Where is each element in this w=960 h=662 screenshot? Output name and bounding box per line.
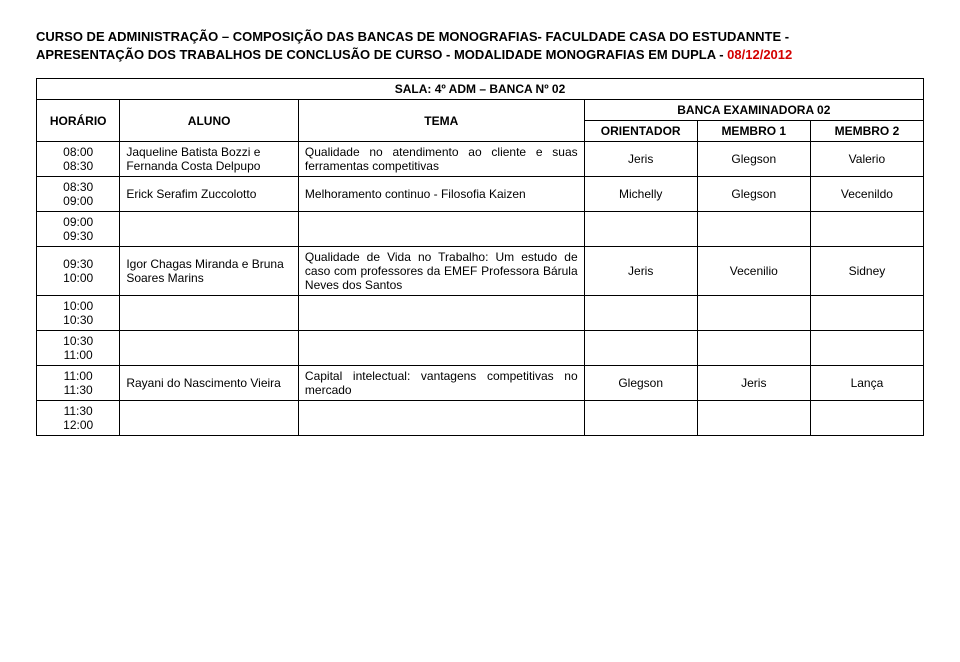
tema-cell: Qualidade de Vida no Trabalho: Um estudo… <box>298 247 584 296</box>
table-row: 08:0008:30 Jaqueline Batista Bozzi e Fer… <box>37 142 924 177</box>
header-part-1a: CURSO DE ADMINISTRAÇÃO <box>36 29 218 44</box>
header-row-1: HORÁRIO ALUNO TEMA BANCA EXAMINADORA 02 <box>37 100 924 121</box>
col-orientador: ORIENTADOR <box>584 121 697 142</box>
document-header: CURSO DE ADMINISTRAÇÃO – COMPOSIÇÃO DAS … <box>36 28 924 64</box>
membro2-cell <box>810 331 923 366</box>
orientador-cell <box>584 331 697 366</box>
aluno-cell: Rayani do Nascimento Vieira <box>120 366 299 401</box>
membro1-cell: Glegson <box>697 142 810 177</box>
aluno-cell <box>120 331 299 366</box>
horario-cell: 11:3012:00 <box>37 401 120 436</box>
aluno-cell: Jaqueline Batista Bozzi e Fernanda Costa… <box>120 142 299 177</box>
horario-cell: 11:0011:30 <box>37 366 120 401</box>
membro2-cell <box>810 212 923 247</box>
horario-cell: 10:0010:30 <box>37 296 120 331</box>
col-banca: BANCA EXAMINADORA 02 <box>584 100 923 121</box>
col-membro2: MEMBRO 2 <box>810 121 923 142</box>
header-part-1b: COMPOSIÇÃO DAS BANCAS DE MONOGRAFIAS- FA… <box>233 29 789 44</box>
tema-cell <box>298 296 584 331</box>
tema-cell: Melhoramento continuo - Filosofia Kaizen <box>298 177 584 212</box>
aluno-cell <box>120 212 299 247</box>
orientador-cell: Michelly <box>584 177 697 212</box>
horario-cell: 08:3009:00 <box>37 177 120 212</box>
table-row: 10:0010:30 <box>37 296 924 331</box>
membro2-cell <box>810 401 923 436</box>
table-row: 11:3012:00 <box>37 401 924 436</box>
membro2-cell: Lança <box>810 366 923 401</box>
aluno-cell: Erick Serafim Zuccolotto <box>120 177 299 212</box>
sala-cell: SALA: 4º ADM – BANCA Nº 02 <box>37 79 924 100</box>
col-tema: TEMA <box>298 100 584 142</box>
header-part-2: APRESENTAÇÃO DOS TRABALHOS DE CONCLUSÃO … <box>36 47 727 62</box>
membro1-cell: Glegson <box>697 177 810 212</box>
orientador-cell: Jeris <box>584 142 697 177</box>
orientador-cell <box>584 296 697 331</box>
schedule-table: SALA: 4º ADM – BANCA Nº 02 HORÁRIO ALUNO… <box>36 78 924 436</box>
membro2-cell: Vecenildo <box>810 177 923 212</box>
membro1-cell <box>697 401 810 436</box>
col-aluno: ALUNO <box>120 100 299 142</box>
horario-cell: 09:3010:00 <box>37 247 120 296</box>
membro2-cell: Sidney <box>810 247 923 296</box>
table-row: 08:3009:00 Erick Serafim Zuccolotto Melh… <box>37 177 924 212</box>
table-row: 10:3011:00 <box>37 331 924 366</box>
tema-cell <box>298 212 584 247</box>
membro1-cell: Vecenilio <box>697 247 810 296</box>
aluno-cell <box>120 401 299 436</box>
membro1-cell: Jeris <box>697 366 810 401</box>
header-date: 08/12/2012 <box>727 47 792 62</box>
horario-cell: 09:0009:30 <box>37 212 120 247</box>
orientador-cell <box>584 212 697 247</box>
horario-cell: 10:3011:00 <box>37 331 120 366</box>
table-row: 09:0009:30 <box>37 212 924 247</box>
col-membro1: MEMBRO 1 <box>697 121 810 142</box>
sala-row: SALA: 4º ADM – BANCA Nº 02 <box>37 79 924 100</box>
aluno-cell: Igor Chagas Miranda e Bruna Soares Marin… <box>120 247 299 296</box>
orientador-cell: Jeris <box>584 247 697 296</box>
tema-cell: Qualidade no atendimento ao cliente e su… <box>298 142 584 177</box>
col-horario: HORÁRIO <box>37 100 120 142</box>
tema-cell <box>298 331 584 366</box>
membro2-cell <box>810 296 923 331</box>
orientador-cell <box>584 401 697 436</box>
table-row: 11:0011:30 Rayani do Nascimento Vieira C… <box>37 366 924 401</box>
orientador-cell: Glegson <box>584 366 697 401</box>
aluno-cell <box>120 296 299 331</box>
membro2-cell: Valerio <box>810 142 923 177</box>
membro1-cell <box>697 212 810 247</box>
membro1-cell <box>697 331 810 366</box>
table-row: 09:3010:00 Igor Chagas Miranda e Bruna S… <box>37 247 924 296</box>
membro1-cell <box>697 296 810 331</box>
header-dash: – <box>218 29 232 44</box>
horario-cell: 08:0008:30 <box>37 142 120 177</box>
tema-cell <box>298 401 584 436</box>
tema-cell: Capital intelectual: vantagens competiti… <box>298 366 584 401</box>
